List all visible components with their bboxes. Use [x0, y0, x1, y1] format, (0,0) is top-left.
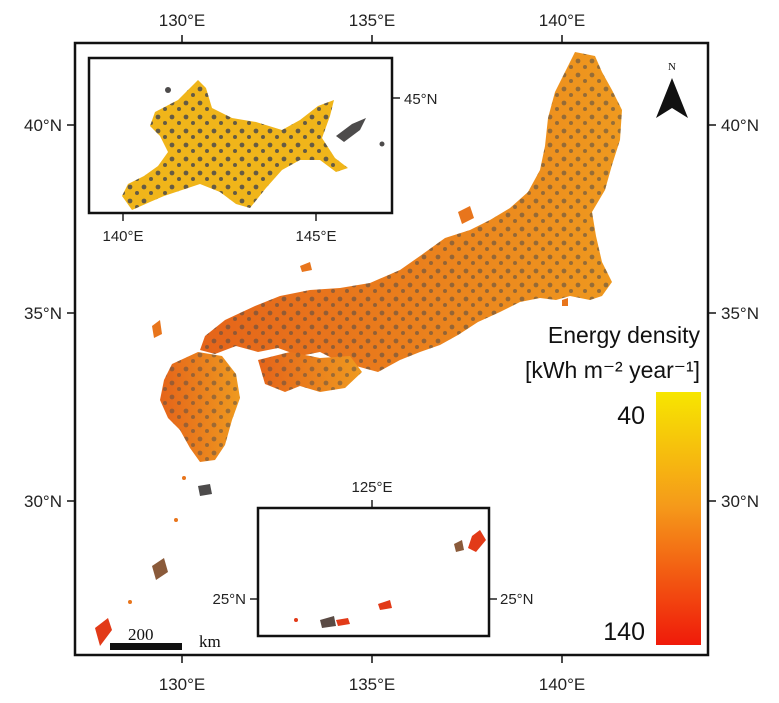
okinawa-lat-25-right: 25°N — [500, 591, 534, 608]
top-lon-130: 130°E — [159, 11, 206, 30]
bottom-lon-130: 130°E — [159, 675, 206, 694]
oki-island — [300, 262, 312, 272]
legend-min-label: 140 — [603, 618, 645, 646]
north-arrow-icon: N — [656, 61, 688, 118]
right-lat-40: 40°N — [721, 116, 759, 135]
shikotan-island — [379, 141, 385, 147]
right-lat-35: 35°N — [721, 304, 759, 323]
hokkaido-lat-45: 45°N — [404, 91, 438, 108]
right-lat-30: 30°N — [721, 492, 759, 511]
okinawa-inset: 125°E 25°N 25°N — [212, 479, 534, 638]
legend-max-label: 40 — [617, 402, 645, 430]
okinawa-lon-125: 125°E — [351, 479, 392, 496]
shikoku-forest — [258, 352, 362, 392]
ryukyu-islet-1 — [128, 600, 132, 604]
legend: Energy density [kWh m⁻² year⁻¹] 40 140 — [525, 322, 701, 646]
ryukyu-islet-3 — [182, 476, 186, 480]
ryukyu-islet-2 — [174, 518, 178, 522]
legend-title-line2: [kWh m⁻² year⁻¹] — [525, 357, 700, 383]
left-lat-30: 30°N — [24, 492, 62, 511]
yakushima-island — [198, 484, 212, 496]
okinawa-lat-25-left: 25°N — [212, 591, 246, 608]
scale-bar: 200 km — [110, 625, 221, 651]
tsushima-island — [152, 320, 162, 338]
rishiri-island — [165, 87, 171, 93]
left-lat-35: 35°N — [24, 304, 62, 323]
yonaguni-island — [294, 618, 298, 622]
scale-bar-value: 200 — [128, 625, 154, 644]
top-lon-140: 140°E — [539, 11, 586, 30]
okinawa-island-chain-1 — [468, 530, 486, 552]
amami-island-1 — [152, 558, 168, 580]
hokkaido-inset: 45°N 140°E 145°E — [87, 56, 438, 245]
bottom-lon-140: 140°E — [539, 675, 586, 694]
kunashiri-island — [336, 118, 366, 142]
scale-bar-rect — [110, 643, 182, 650]
bottom-lon-135: 135°E — [349, 675, 396, 694]
kyushu-forest — [160, 352, 240, 462]
okinawa-island-chain-2 — [454, 540, 464, 552]
scale-bar-unit: km — [199, 632, 221, 651]
japan-main-islands — [95, 52, 622, 646]
yaeyama-island-1 — [320, 616, 336, 628]
yaeyama-island-2 — [336, 618, 350, 626]
sado-island — [458, 206, 474, 224]
honshu-forest — [200, 52, 622, 372]
frame-ticks — [67, 35, 716, 663]
legend-title-line1: Energy density — [548, 322, 701, 348]
top-lon-135: 135°E — [349, 11, 396, 30]
hokkaido-lon-145: 145°E — [295, 228, 336, 245]
legend-colorbar — [656, 392, 701, 645]
north-arrow-label: N — [668, 61, 676, 73]
hokkaido-lon-140: 140°E — [102, 228, 143, 245]
left-lat-40: 40°N — [24, 116, 62, 135]
hokkaido-forest — [122, 80, 348, 210]
izu-island-1 — [562, 298, 568, 306]
miyako-island — [378, 600, 392, 610]
ryukyu-island-1 — [95, 618, 112, 646]
okinawa-inset-frame — [256, 506, 491, 638]
